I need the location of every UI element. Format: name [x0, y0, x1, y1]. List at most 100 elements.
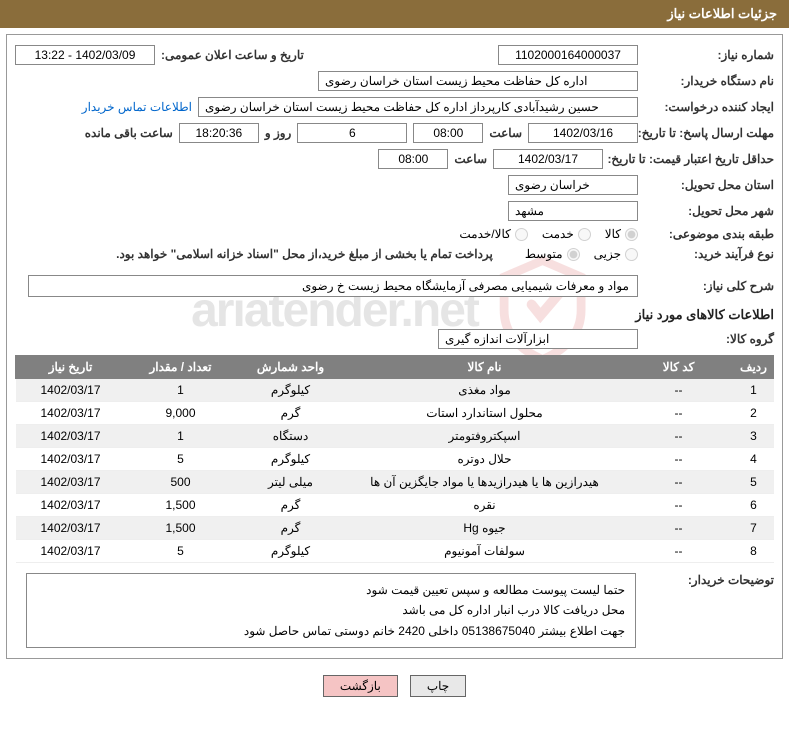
table-cell: 7: [734, 517, 774, 540]
announce-date-value: 1402/03/09 - 13:22: [15, 45, 155, 65]
buyer-note-line: محل دریافت کالا درب انبار اداره کل می با…: [37, 600, 625, 620]
table-cell: --: [624, 402, 734, 425]
deadline-remain-text: ساعت باقی مانده: [85, 126, 173, 140]
table-cell: 1: [734, 379, 774, 402]
table-header-cell: ردیف: [734, 356, 774, 379]
table-row: 3--اسپکتروفتومتردستگاه11402/03/17: [16, 425, 774, 448]
back-button[interactable]: بازگشت: [323, 675, 398, 697]
table-cell: مواد مغذی: [346, 379, 624, 402]
table-cell: 1402/03/17: [16, 471, 126, 494]
purchase-option[interactable]: متوسط: [525, 247, 580, 261]
table-cell: 500: [126, 471, 236, 494]
purchase-note: پرداخت تمام یا بخشی از مبلغ خرید،از محل …: [116, 247, 493, 261]
purchase-radio[interactable]: [567, 248, 580, 261]
province-label: استان محل تحویل:: [644, 178, 774, 192]
row-category: طبقه بندی موضوعی: کالا خدمت کالا/خدمت: [15, 227, 774, 241]
print-button[interactable]: چاپ: [410, 675, 466, 697]
buyer-notes-box: حتما لیست پیوست مطالعه و سپس تعیین قیمت …: [26, 573, 636, 648]
content-panel: ariatender.net شماره نیاز: 1102000164000…: [6, 34, 783, 659]
table-cell: اسپکتروفتومتر: [346, 425, 624, 448]
province-value: خراسان رضوی: [508, 175, 638, 195]
group-label: گروه کالا:: [644, 332, 774, 346]
deadline-remain: 18:20:36: [179, 123, 259, 143]
city-value: مشهد: [508, 201, 638, 221]
row-group: گروه کالا: ابزارآلات اندازه گیری: [15, 329, 774, 349]
buyer-notes-label: توضیحات خریدار:: [644, 573, 774, 587]
table-cell: 1402/03/17: [16, 402, 126, 425]
table-cell: 2: [734, 402, 774, 425]
category-radio-label: کالا/خدمت: [459, 227, 510, 241]
purchase-option[interactable]: جزیی: [594, 247, 638, 261]
table-cell: --: [624, 448, 734, 471]
table-cell: 1,500: [126, 517, 236, 540]
purchase-label: نوع فرآیند خرید:: [644, 247, 774, 261]
row-province: استان محل تحویل: خراسان رضوی: [15, 175, 774, 195]
requester-value: حسین رشیدآبادی کارپرداز اداره کل حفاظت م…: [198, 97, 638, 117]
table-row: 6--نقرهگرم1,5001402/03/17: [16, 494, 774, 517]
table-row: 5--هیدرازین ها یا هیدرازیدها یا مواد جای…: [16, 471, 774, 494]
category-radio[interactable]: [578, 228, 591, 241]
table-cell: 1402/03/17: [16, 379, 126, 402]
category-radio-label: کالا: [605, 227, 621, 241]
table-cell: حلال دوتره: [346, 448, 624, 471]
requester-label: ایجاد کننده درخواست:: [644, 100, 774, 114]
buyer-org-label: نام دستگاه خریدار:: [644, 74, 774, 88]
table-cell: --: [624, 517, 734, 540]
row-buyer-notes: توضیحات خریدار: حتما لیست پیوست مطالعه و…: [15, 573, 774, 648]
items-table: ردیفکد کالانام کالاواحد شمارشتعداد / مقد…: [15, 355, 774, 563]
row-requester: ایجاد کننده درخواست: حسین رشیدآبادی کارپ…: [15, 97, 774, 117]
table-cell: 1402/03/17: [16, 448, 126, 471]
table-row: 2--محلول استاندارد استاتگرم9,0001402/03/…: [16, 402, 774, 425]
table-cell: جیوه Hg: [346, 517, 624, 540]
table-cell: 9,000: [126, 402, 236, 425]
purchase-radio-label: متوسط: [525, 247, 563, 261]
table-cell: 1402/03/17: [16, 425, 126, 448]
table-cell: 5: [126, 540, 236, 563]
deadline-time-label: ساعت: [489, 126, 522, 140]
table-cell: میلی لیتر: [236, 471, 346, 494]
category-option[interactable]: خدمت: [542, 227, 591, 241]
footer-buttons: چاپ بازگشت: [0, 665, 789, 703]
deadline-days-text: روز و: [265, 126, 292, 140]
need-no-label: شماره نیاز:: [644, 48, 774, 62]
purchase-radio[interactable]: [625, 248, 638, 261]
city-label: شهر محل تحویل:: [644, 204, 774, 218]
table-cell: 1: [126, 425, 236, 448]
deadline-time: 08:00: [413, 123, 483, 143]
table-cell: 6: [734, 494, 774, 517]
table-cell: 1402/03/17: [16, 494, 126, 517]
category-label: طبقه بندی موضوعی:: [644, 227, 774, 241]
table-header-cell: نام کالا: [346, 356, 624, 379]
table-cell: --: [624, 540, 734, 563]
table-cell: 1402/03/17: [16, 517, 126, 540]
category-option[interactable]: کالا: [605, 227, 638, 241]
need-desc-label: شرح کلی نیاز:: [644, 279, 774, 293]
table-cell: 5: [734, 471, 774, 494]
table-cell: گرم: [236, 402, 346, 425]
validity-time-label: ساعت: [454, 152, 487, 166]
buyer-contact-link[interactable]: اطلاعات تماس خریدار: [82, 100, 192, 114]
category-radio-label: خدمت: [542, 227, 574, 241]
table-cell: کیلوگرم: [236, 540, 346, 563]
table-header-cell: تعداد / مقدار: [126, 356, 236, 379]
table-header-cell: کد کالا: [624, 356, 734, 379]
group-value: ابزارآلات اندازه گیری: [438, 329, 638, 349]
table-cell: هیدرازین ها یا هیدرازیدها یا مواد جایگزی…: [346, 471, 624, 494]
table-cell: گرم: [236, 494, 346, 517]
category-radio[interactable]: [515, 228, 528, 241]
row-need-no: شماره نیاز: 1102000164000037 تاریخ و ساع…: [15, 45, 774, 65]
table-cell: نقره: [346, 494, 624, 517]
table-cell: --: [624, 494, 734, 517]
purchase-radio-label: جزیی: [594, 247, 621, 261]
table-header-cell: تاریخ نیاز: [16, 356, 126, 379]
table-header-cell: واحد شمارش: [236, 356, 346, 379]
table-cell: محلول استاندارد استات: [346, 402, 624, 425]
table-cell: کیلوگرم: [236, 448, 346, 471]
table-cell: 3: [734, 425, 774, 448]
validity-label: حداقل تاریخ اعتبار قیمت: تا تاریخ:: [609, 152, 774, 166]
table-cell: 5: [126, 448, 236, 471]
table-cell: کیلوگرم: [236, 379, 346, 402]
panel-header: جزئیات اطلاعات نیاز: [0, 0, 789, 28]
category-radio[interactable]: [625, 228, 638, 241]
category-option[interactable]: کالا/خدمت: [459, 227, 527, 241]
